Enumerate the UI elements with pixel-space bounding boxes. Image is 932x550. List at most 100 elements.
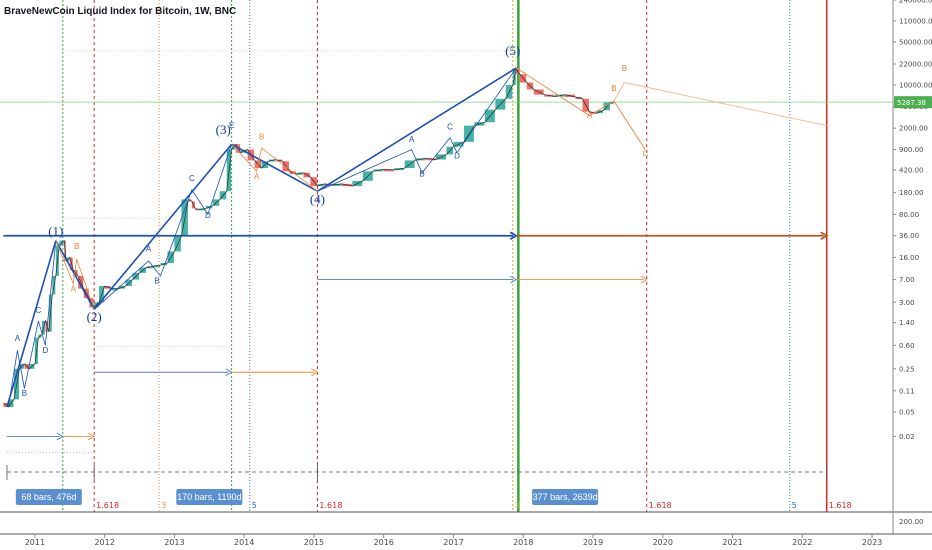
x-tick-label: 2017	[443, 538, 463, 547]
arrow-head	[640, 275, 648, 284]
price-line	[3, 68, 614, 408]
price-candle	[146, 266, 153, 269]
wave-line	[317, 67, 517, 192]
y-tick-label: 180.00	[899, 189, 924, 197]
range-badge-text: 68 bars, 476d	[21, 492, 76, 502]
y-tick-label: 0.02	[899, 433, 915, 441]
fib-label: 5	[792, 501, 797, 510]
y-tick-label: 50000.00	[899, 38, 932, 46]
x-tick-label: 2020	[653, 538, 673, 547]
range-badge	[532, 489, 599, 505]
wave-sub-label: E	[229, 121, 234, 130]
y-tick-label: 0.25	[899, 365, 915, 373]
wave-line	[93, 144, 232, 310]
x-tick-label: 2023	[862, 538, 882, 547]
wave-sub-label: A	[587, 111, 593, 120]
y-tick-label: 2000.00	[899, 125, 928, 133]
x-tick-label: 2011	[25, 538, 45, 547]
fib-label: 1.618	[649, 501, 672, 510]
bottom-panel: 68 bars, 476d 170 bars, 1190d 377 bars, 26…	[0, 465, 932, 513]
elliott-wave-lines	[6, 67, 827, 408]
wave-sub-label: A	[409, 135, 415, 144]
dotted-fib-levels	[0, 50, 893, 453]
fib-label: 3	[515, 501, 520, 510]
y-axis: 240000.00 110000.00 50000.00 22000.00 10000.…	[892, 0, 932, 534]
y-tick-label: 0.05	[899, 408, 915, 416]
y-tick-label: 80.00	[899, 211, 919, 219]
current-price-text: 5287.38	[897, 99, 926, 107]
wave-sub-label: B	[154, 277, 159, 286]
arrow-head	[820, 231, 829, 241]
wave-sub-label: C	[642, 149, 648, 158]
wave-sub-label: B	[74, 242, 79, 251]
fib-label: 1.618	[829, 501, 852, 510]
wave-line	[516, 67, 646, 150]
wave-sub-label: C	[189, 174, 195, 183]
wave-sub-label: C	[35, 306, 41, 315]
wave-line	[93, 143, 233, 310]
range-badge	[176, 489, 243, 505]
wave-label: (5)	[505, 43, 520, 58]
x-tick-label: 2018	[513, 538, 533, 547]
x-tick-label: 2021	[722, 538, 742, 547]
fib-label: 1.618	[96, 501, 119, 510]
price-candle	[383, 169, 394, 172]
arrow-head	[311, 368, 319, 377]
wave-label: (2)	[87, 309, 102, 324]
y-tick-label: 36.00	[899, 232, 919, 240]
wave-label: (1)	[48, 224, 63, 239]
wave-sub-label: B	[259, 133, 264, 142]
wave-sub-label: C	[447, 123, 453, 132]
wave-line	[55, 240, 95, 310]
y-tick-label: 240000.00	[899, 0, 932, 5]
wave-sub-label: D	[454, 151, 460, 160]
price-candle	[111, 288, 119, 291]
wave-line	[316, 67, 517, 192]
x-axis: 2011 2012 2013 2014 2015 2016 2017 2018 2019 2020…	[0, 533, 932, 547]
x-tick-label: 2013	[164, 538, 184, 547]
wave-sub-label: B	[611, 84, 616, 93]
range-badge	[15, 489, 82, 505]
wave-line	[8, 240, 57, 408]
x-tick-label: 2022	[792, 538, 812, 547]
wave-label: (4)	[310, 192, 325, 207]
y-tick-label: 22000.00	[899, 60, 932, 68]
price-candle	[153, 265, 160, 268]
y-tick-label: 10000.00	[899, 82, 932, 90]
wave-sub-label: D	[42, 346, 48, 355]
wave-sub-label: B	[622, 64, 627, 73]
price-series	[3, 68, 614, 408]
range-badge-text: 377 bars, 2639d	[533, 492, 598, 502]
y-tick-label: 7.00	[899, 276, 915, 284]
wave-sub-label: B	[22, 389, 27, 398]
price-candle	[425, 158, 436, 161]
arrow-head	[87, 432, 96, 441]
y-tick-label: 420.00	[899, 166, 924, 174]
price-candle	[610, 102, 614, 105]
wave-sub-label: A	[15, 334, 21, 343]
wave-sub-label: B	[419, 169, 424, 178]
wave-line	[231, 143, 318, 192]
time-arrows	[3, 231, 829, 441]
x-tick-label: 2014	[234, 538, 254, 547]
wave-label: (3)	[216, 122, 231, 137]
y-tick-label: 0.60	[899, 342, 915, 350]
y-tick-label: 900.00	[899, 146, 924, 154]
x-tick-label: 2016	[374, 538, 394, 547]
wave-line	[613, 81, 827, 127]
wave-line	[6, 240, 57, 408]
range-badge-text: 170 bars, 1190d	[177, 492, 241, 502]
wave-sub-label: D	[205, 211, 211, 220]
price-candle	[195, 208, 199, 211]
current-price-tag	[894, 96, 932, 109]
vertical-markers	[62, 0, 828, 512]
y-tick-label: 110000.00	[899, 17, 932, 25]
x-tick-label: 2012	[94, 538, 114, 547]
chart-title: BraveNewCoin Liquid Index for Bitcoin, 1…	[4, 6, 236, 17]
wave-sub-label: A	[254, 172, 260, 181]
x-tick-label: 2019	[583, 538, 603, 547]
wave-line	[55, 240, 95, 310]
y-tick-label: 16.00	[899, 254, 919, 262]
wave-sub-label: A	[71, 284, 77, 293]
